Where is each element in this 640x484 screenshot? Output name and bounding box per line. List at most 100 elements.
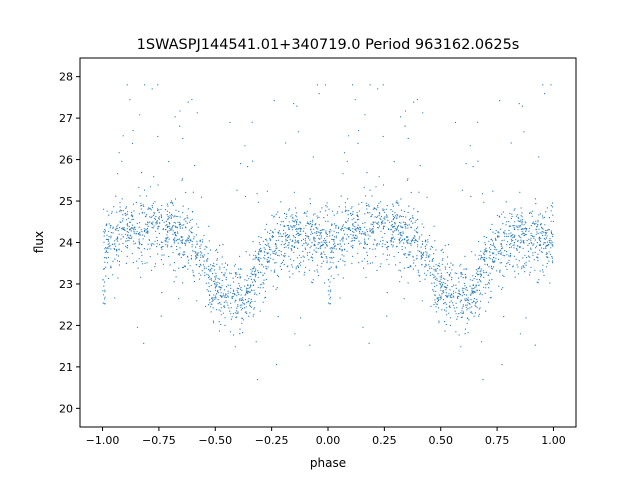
data-point: [385, 208, 388, 210]
data-point: [429, 274, 431, 276]
data-point: [548, 244, 550, 246]
data-point: [402, 232, 404, 234]
data-point: [392, 219, 394, 221]
data-point: [528, 230, 530, 232]
data-point: [229, 310, 231, 312]
data-point: [291, 264, 293, 266]
data-point: [151, 205, 153, 207]
data-point: [225, 279, 227, 281]
data-point: [444, 268, 446, 270]
data-point: [151, 226, 153, 229]
data-point: [377, 221, 379, 223]
data-point: [523, 242, 525, 244]
data-point: [223, 266, 225, 268]
data-point: [241, 317, 243, 319]
data-point: [154, 217, 156, 219]
data-point: [436, 279, 438, 281]
data-point: [538, 156, 540, 158]
data-point: [318, 93, 320, 95]
data-point: [234, 346, 236, 348]
data-point: [326, 241, 328, 243]
data-point: [209, 268, 211, 270]
data-point: [329, 298, 331, 300]
data-point: [138, 186, 140, 188]
data-point: [543, 216, 546, 218]
data-point: [144, 230, 146, 232]
data-point: [529, 274, 531, 276]
data-point: [257, 271, 259, 274]
data-point: [377, 206, 379, 208]
data-point: [436, 277, 438, 279]
data-point: [177, 221, 179, 223]
data-point: [377, 88, 379, 90]
data-point: [198, 266, 200, 268]
data-point: [523, 265, 525, 267]
data-point: [431, 246, 433, 248]
data-point: [505, 265, 507, 267]
data-point: [445, 289, 447, 291]
data-point: [275, 248, 277, 250]
data-point: [160, 216, 163, 219]
data-point: [376, 209, 378, 211]
data-point: [533, 235, 535, 238]
data-point: [442, 291, 444, 293]
data-point: [103, 230, 105, 233]
data-point: [530, 234, 532, 237]
data-point: [153, 213, 155, 215]
data-point: [229, 121, 231, 124]
data-point: [255, 256, 258, 258]
data-point: [328, 268, 330, 270]
data-point: [295, 233, 297, 236]
data-point: [308, 223, 310, 225]
data-point: [125, 206, 128, 208]
data-point: [193, 280, 196, 283]
data-point: [182, 282, 184, 284]
data-point: [302, 238, 304, 240]
data-point: [224, 272, 226, 274]
data-point: [440, 287, 442, 289]
data-point: [274, 249, 276, 251]
data-point: [285, 240, 287, 242]
data-point: [363, 232, 365, 235]
data-point: [395, 229, 397, 231]
data-point: [494, 232, 496, 235]
data-point: [407, 253, 409, 255]
data-point: [463, 282, 465, 285]
data-point: [384, 225, 386, 227]
data-point: [175, 276, 177, 278]
data-point: [162, 228, 164, 230]
data-point: [503, 233, 505, 235]
data-point: [449, 266, 451, 268]
data-point: [342, 277, 344, 279]
data-point: [352, 234, 354, 236]
data-point: [209, 299, 211, 301]
data-point: [276, 247, 278, 249]
data-point: [431, 267, 433, 269]
data-point: [504, 250, 506, 252]
data-point: [324, 84, 327, 86]
data-point: [518, 260, 520, 262]
data-point: [266, 240, 268, 242]
data-point: [448, 312, 450, 314]
data-point: [331, 223, 333, 225]
data-point: [303, 227, 305, 229]
data-point: [223, 301, 225, 303]
data-point: [419, 165, 421, 167]
data-point: [293, 220, 295, 222]
data-point: [174, 233, 176, 235]
data-point: [376, 223, 378, 225]
data-point: [400, 226, 402, 228]
data-point: [263, 247, 265, 249]
data-point: [236, 295, 238, 297]
data-point: [252, 273, 254, 276]
data-point: [351, 219, 353, 221]
data-point: [378, 227, 380, 229]
data-point: [485, 284, 487, 286]
data-point: [420, 252, 422, 254]
data-point: [269, 257, 271, 259]
data-point: [188, 235, 190, 237]
data-point: [321, 256, 323, 259]
data-point: [477, 270, 479, 272]
data-point: [382, 208, 384, 210]
data-point: [521, 220, 523, 222]
